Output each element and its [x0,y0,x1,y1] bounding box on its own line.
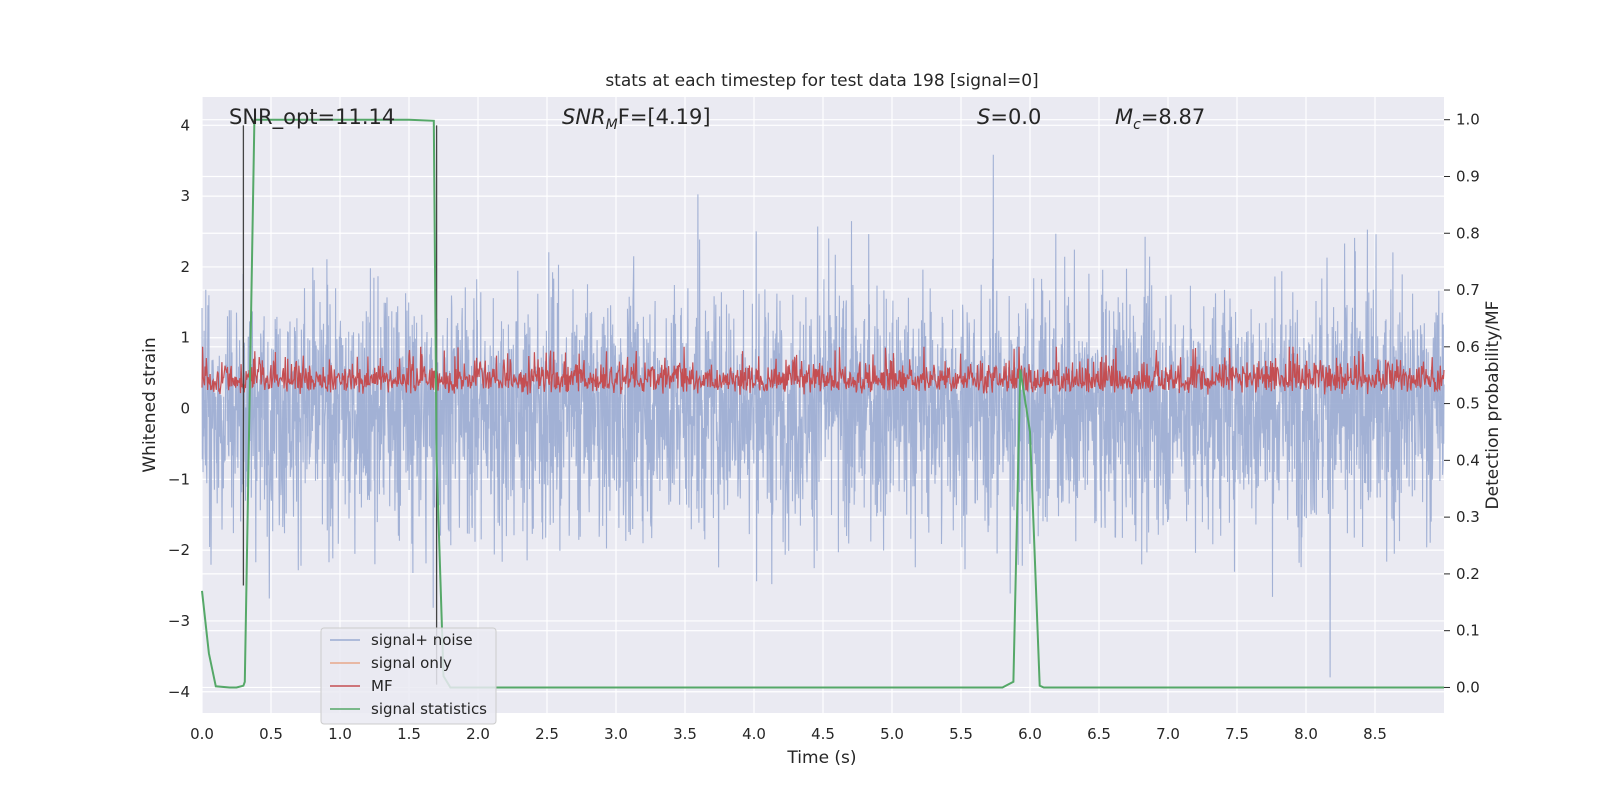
right-y-tick-label: 0.4 [1456,451,1480,469]
right-y-tick-label: 0.8 [1456,224,1480,242]
right-y-tick-label: 0.2 [1456,565,1480,583]
left-y-tick-label: −4 [168,683,190,701]
legend-label-signal-only: signal only [371,654,452,672]
right-y-tick-label: 0.3 [1456,508,1480,526]
mc-label: M [1115,105,1133,129]
x-tick-label: 6.5 [1087,725,1111,743]
left-y-tick-label: 3 [180,187,190,205]
left-y-tick-label: 4 [180,116,190,134]
right-y-axis-label: Detection probability/MF [1483,301,1503,510]
x-tick-label: 4.0 [742,725,766,743]
mc-annotation: Mc=8.87 [1115,105,1205,133]
left-y-tick-label: 1 [180,329,190,347]
right-y-tick-label: 0.5 [1456,395,1480,413]
x-tick-label: 0.0 [190,725,214,743]
right-y-tick-label: 0.7 [1456,281,1480,299]
chart-title: stats at each timestep for test data 198… [605,71,1038,91]
x-tick-label: 6.0 [1018,725,1042,743]
x-tick-label: 7.0 [1156,725,1180,743]
s-label: S [977,105,990,129]
right-y-tick-label: 0.0 [1456,678,1480,696]
mf-line [201,346,1445,395]
snr-mf-subscript: M [606,117,618,133]
left-y-tick-label: 0 [180,400,190,418]
x-tick-label: 7.5 [1225,725,1249,743]
x-tick-label: 0.5 [259,725,283,743]
left-y-tick-label: 2 [180,258,190,276]
x-tick-label: 3.5 [673,725,697,743]
mf-series [201,346,1445,395]
right-y-axis-ticks: 1.0 0.9 0.8 0.7 0.6 0.5 0.4 0.3 0.2 0.1 0.0 [1444,111,1480,696]
legend-label-noise: signal+ noise [371,631,473,649]
legend-frame [320,627,497,725]
x-tick-label: 1.0 [328,725,352,743]
x-tick-label: 4.5 [811,725,835,743]
x-tick-label: 8.0 [1294,725,1318,743]
left-y-tick-label: −1 [168,470,190,488]
right-y-tick-label: 0.9 [1456,167,1480,185]
mc-value: =8.87 [1141,105,1205,129]
grid [201,97,1444,713]
legend-label-mf: MF [371,677,393,695]
left-y-tick-label: −2 [168,541,190,559]
left-y-tick-label: −3 [168,612,190,630]
x-tick-label: 5.5 [949,725,973,743]
x-tick-label: 3.0 [604,725,628,743]
right-y-tick-label: 0.6 [1456,338,1480,356]
snr-mf-suffix: F=[4.19] [618,105,711,129]
x-tick-label: 2.5 [535,725,559,743]
x-axis-label: Time (s) [786,748,856,768]
snr-mf-prefix: SNR [562,105,606,129]
left-y-axis-ticks: 4 3 2 1 0 −1 −2 −3 −4 [168,116,190,700]
x-axis-ticks: 0.0 0.5 1.0 1.5 2.0 2.5 3.0 3.5 4.0 4.5 5.0 5.5 6.0 6… [190,725,1387,743]
right-y-tick-label: 1.0 [1456,111,1480,129]
right-y-tick-label: 0.1 [1456,622,1480,640]
left-y-axis-label: Whitened strain [140,337,160,472]
mc-subscript: c [1133,117,1141,133]
snr-opt-annotation: SNR_opt=11.14 [229,105,395,130]
x-tick-label: 1.5 [397,725,421,743]
snr-mf-annotation: SNRMF=[4.19] [562,105,711,133]
s-annotation: S=0.0 [977,105,1041,129]
x-tick-label: 2.0 [466,725,490,743]
s-value: =0.0 [990,105,1041,129]
x-tick-label: 8.5 [1363,725,1387,743]
x-tick-label: 5.0 [880,725,904,743]
legend: signal+ noise signal only MF signal stat… [320,627,497,725]
legend-label-stats: signal statistics [371,700,487,718]
